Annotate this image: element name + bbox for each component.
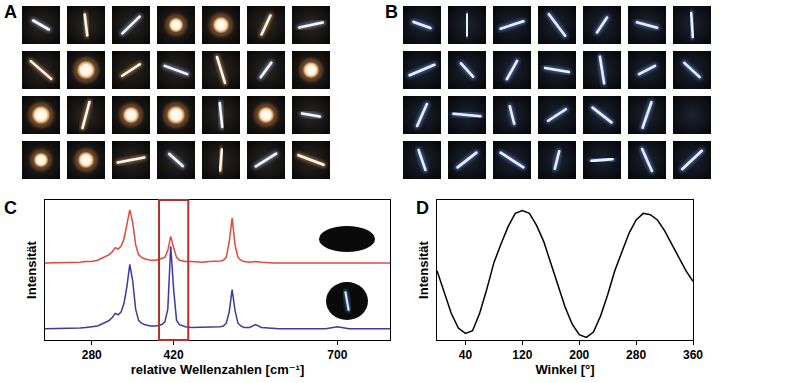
svg-text:relative Wellenzahlen [cm⁻¹]: relative Wellenzahlen [cm⁻¹] (131, 362, 305, 377)
svg-text:B: B (385, 2, 398, 22)
svg-text:420: 420 (164, 348, 184, 362)
svg-text:280: 280 (626, 348, 646, 362)
svg-text:200: 200 (569, 348, 589, 362)
svg-text:D: D (416, 198, 429, 218)
svg-text:Winkel [°]: Winkel [°] (535, 362, 594, 377)
svg-text:700: 700 (327, 348, 347, 362)
svg-text:360: 360 (683, 348, 703, 362)
svg-text:40: 40 (459, 348, 473, 362)
svg-text:120: 120 (512, 348, 532, 362)
svg-text:C: C (4, 198, 17, 218)
svg-text:Intensität: Intensität (416, 240, 431, 298)
svg-text:Intensität: Intensität (24, 240, 39, 298)
svg-text:A: A (4, 2, 17, 22)
svg-text:280: 280 (82, 348, 102, 362)
